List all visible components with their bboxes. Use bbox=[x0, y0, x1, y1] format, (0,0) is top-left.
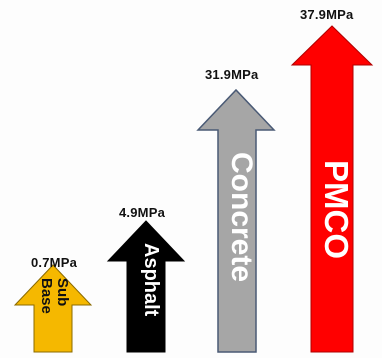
sub-base-label-line1: Sub bbox=[54, 278, 71, 307]
pmco-arrow bbox=[290, 25, 374, 353]
asphalt-value: 4.9MPa bbox=[119, 205, 166, 220]
sub-base-value: 0.7MPa bbox=[31, 255, 78, 270]
concrete-arrow bbox=[196, 88, 276, 353]
asphalt-arrow bbox=[106, 220, 186, 353]
sub-base-label: Sub Base bbox=[38, 278, 71, 314]
concrete-label: Concrete bbox=[225, 152, 258, 283]
concrete-value: 31.9MPa bbox=[205, 67, 259, 82]
pmco-value: 37.9MPa bbox=[300, 7, 354, 22]
asphalt-label: Asphalt bbox=[140, 243, 162, 317]
sub-base-label-line2: Base bbox=[38, 278, 55, 314]
sub-base-arrow bbox=[13, 264, 93, 353]
pmco-label: PMCO bbox=[318, 160, 355, 259]
